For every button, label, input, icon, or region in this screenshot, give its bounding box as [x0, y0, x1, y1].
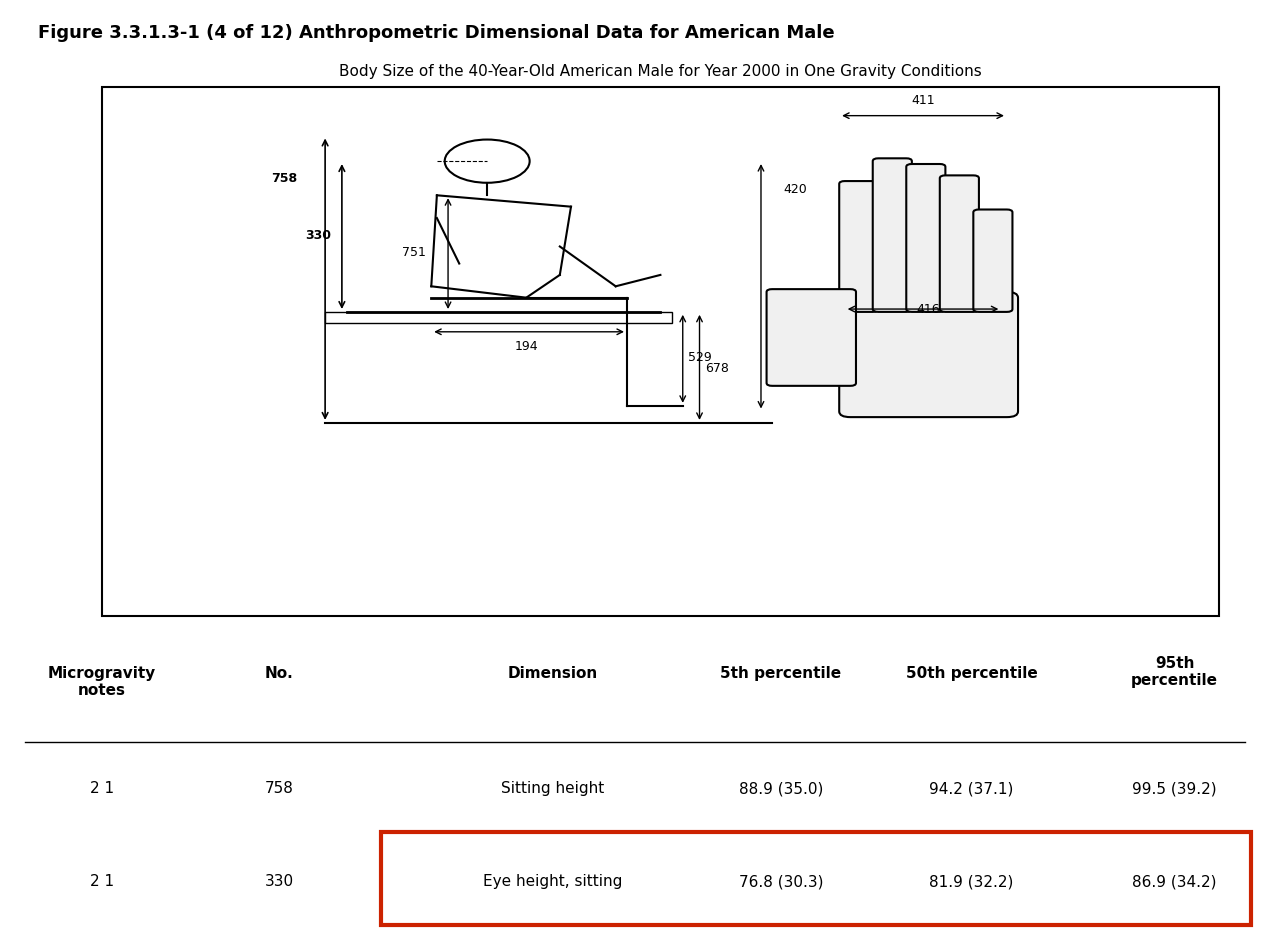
Text: 2 1: 2 1	[90, 781, 113, 796]
Text: 88.9 (35.0): 88.9 (35.0)	[739, 781, 823, 796]
Text: 50th percentile: 50th percentile	[906, 666, 1038, 681]
Text: 99.5 (39.2): 99.5 (39.2)	[1133, 781, 1217, 796]
Text: 416: 416	[917, 302, 941, 316]
Text: 420: 420	[784, 183, 808, 196]
FancyBboxPatch shape	[907, 164, 945, 312]
FancyBboxPatch shape	[839, 181, 879, 312]
Text: Eye height, sitting: Eye height, sitting	[483, 874, 622, 889]
Bar	[325, 312, 672, 323]
FancyBboxPatch shape	[940, 175, 979, 312]
Text: 758: 758	[265, 781, 293, 796]
Text: 81.9 (32.2): 81.9 (32.2)	[930, 874, 1013, 889]
Text: 758: 758	[271, 172, 297, 185]
Text: 95th
percentile: 95th percentile	[1132, 656, 1218, 688]
Text: Dimension: Dimension	[507, 666, 598, 681]
Bar	[381, 832, 1251, 925]
Text: 76.8 (30.3): 76.8 (30.3)	[739, 874, 823, 889]
Text: 86.9 (34.2): 86.9 (34.2)	[1133, 874, 1217, 889]
Text: 5th percentile: 5th percentile	[720, 666, 842, 681]
Text: Body Size of the 40-Year-Old American Male for Year 2000 in One Gravity Conditio: Body Size of the 40-Year-Old American Ma…	[339, 64, 982, 80]
Text: 330: 330	[305, 228, 330, 242]
Text: 411: 411	[911, 94, 935, 107]
Text: Sitting height: Sitting height	[500, 781, 605, 796]
FancyBboxPatch shape	[767, 289, 856, 386]
FancyBboxPatch shape	[839, 292, 1019, 417]
FancyBboxPatch shape	[872, 158, 912, 312]
FancyBboxPatch shape	[973, 210, 1012, 312]
Text: 2 1: 2 1	[90, 874, 113, 889]
Text: Figure 3.3.1.3-1 (4 of 12) Anthropometric Dimensional Data for American Male: Figure 3.3.1.3-1 (4 of 12) Anthropometri…	[38, 24, 834, 42]
Text: 678: 678	[705, 362, 729, 375]
Text: 330: 330	[265, 874, 293, 889]
Text: 529: 529	[688, 351, 712, 364]
Text: Microgravity
notes: Microgravity notes	[47, 666, 156, 699]
Text: No.: No.	[265, 666, 293, 681]
Text: 194: 194	[514, 340, 538, 354]
Text: 751: 751	[401, 246, 425, 259]
Text: 94.2 (37.1): 94.2 (37.1)	[930, 781, 1013, 796]
